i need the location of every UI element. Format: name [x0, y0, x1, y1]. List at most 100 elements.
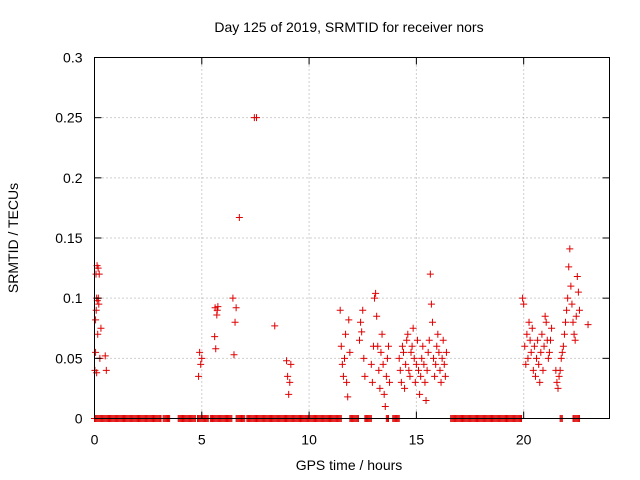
data-point: [360, 354, 368, 362]
data-point: [375, 366, 383, 374]
data-point: [529, 366, 537, 374]
data-point: [569, 318, 577, 326]
data-point: [416, 390, 424, 398]
data-point: [565, 263, 573, 271]
data-point: [212, 345, 220, 353]
data-point: [92, 306, 100, 314]
data-point: [440, 360, 448, 368]
data-point: [229, 294, 237, 302]
data-point: [286, 378, 294, 386]
data-point: [431, 372, 439, 380]
data-point: [584, 321, 592, 329]
data-point: [356, 336, 364, 344]
data-point: [235, 214, 243, 222]
data-point: [342, 330, 350, 338]
data-point: [406, 372, 414, 380]
y-tick-label: 0.2: [63, 170, 83, 186]
data-point: [95, 270, 103, 278]
data-point: [527, 348, 535, 356]
data-point: [533, 354, 541, 362]
data-point: [372, 289, 380, 297]
data-point: [574, 288, 582, 296]
plot-frame: [94, 57, 610, 419]
data-point: [432, 360, 440, 368]
data-point: [386, 378, 394, 386]
data-point: [554, 384, 562, 392]
data-point: [542, 318, 550, 326]
data-point: [555, 372, 563, 380]
y-tick-label: 0.05: [55, 350, 82, 366]
data-point: [373, 312, 381, 320]
data-point: [435, 348, 443, 356]
data-point: [376, 384, 384, 392]
data-point: [253, 114, 261, 122]
data-point: [230, 351, 238, 359]
y-tick-label: 0.1: [63, 290, 83, 306]
data-point: [537, 348, 545, 356]
data-point: [530, 342, 538, 350]
data-point: [338, 360, 346, 368]
data-point: [536, 378, 544, 386]
data-point: [97, 324, 105, 332]
data-point: [573, 273, 581, 281]
data-point: [559, 342, 567, 350]
x-axis-label: GPS time / hours: [296, 457, 403, 473]
data-point: [211, 333, 219, 341]
data-point: [94, 330, 102, 338]
data-point: [567, 282, 575, 290]
data-point: [371, 294, 379, 302]
data-point: [572, 312, 580, 320]
data-point: [343, 378, 351, 386]
data-point: [405, 366, 413, 374]
data-point: [345, 316, 353, 324]
data-point: [410, 354, 418, 362]
data-point: [556, 366, 564, 374]
data-point: [566, 245, 574, 253]
data-point: [523, 330, 531, 338]
data-point: [439, 336, 447, 344]
data-point: [437, 378, 445, 386]
data-point: [368, 378, 376, 386]
data-point: [401, 384, 409, 392]
data-point: [287, 360, 295, 368]
data-point: [384, 342, 392, 350]
y-tick-label: 0: [75, 411, 83, 427]
data-point: [339, 372, 347, 380]
data-point: [424, 348, 432, 356]
data-point: [407, 348, 415, 356]
data-point: [231, 318, 239, 326]
data-point: [398, 342, 406, 350]
data-point: [367, 360, 375, 368]
data-point: [101, 352, 109, 360]
data-point: [94, 264, 102, 272]
x-tick-label: 15: [409, 432, 425, 448]
data-point: [557, 354, 565, 362]
data-point: [426, 270, 434, 278]
y-tick-label: 0.3: [63, 50, 83, 66]
data-point: [214, 303, 222, 311]
data-point: [544, 354, 552, 362]
x-tick-label: 5: [198, 432, 206, 448]
data-point: [428, 318, 436, 326]
data-point: [522, 360, 530, 368]
data-point: [408, 342, 416, 350]
data-point: [196, 348, 204, 356]
data-point: [102, 366, 110, 374]
data-point: [404, 330, 412, 338]
data-point: [568, 300, 576, 308]
data-point: [400, 348, 407, 356]
data-point: [438, 354, 446, 362]
data-point: [397, 378, 405, 386]
data-point: [284, 372, 292, 380]
data-point: [403, 336, 411, 344]
data-point: [417, 372, 425, 380]
data-point: [528, 324, 536, 332]
data-point: [546, 336, 554, 344]
data-point: [442, 348, 450, 356]
data-point: [344, 393, 352, 401]
data-point: [560, 330, 568, 338]
data-point: [545, 348, 553, 356]
data-point: [283, 357, 291, 365]
data-point: [285, 390, 293, 398]
data-point: [422, 396, 430, 404]
